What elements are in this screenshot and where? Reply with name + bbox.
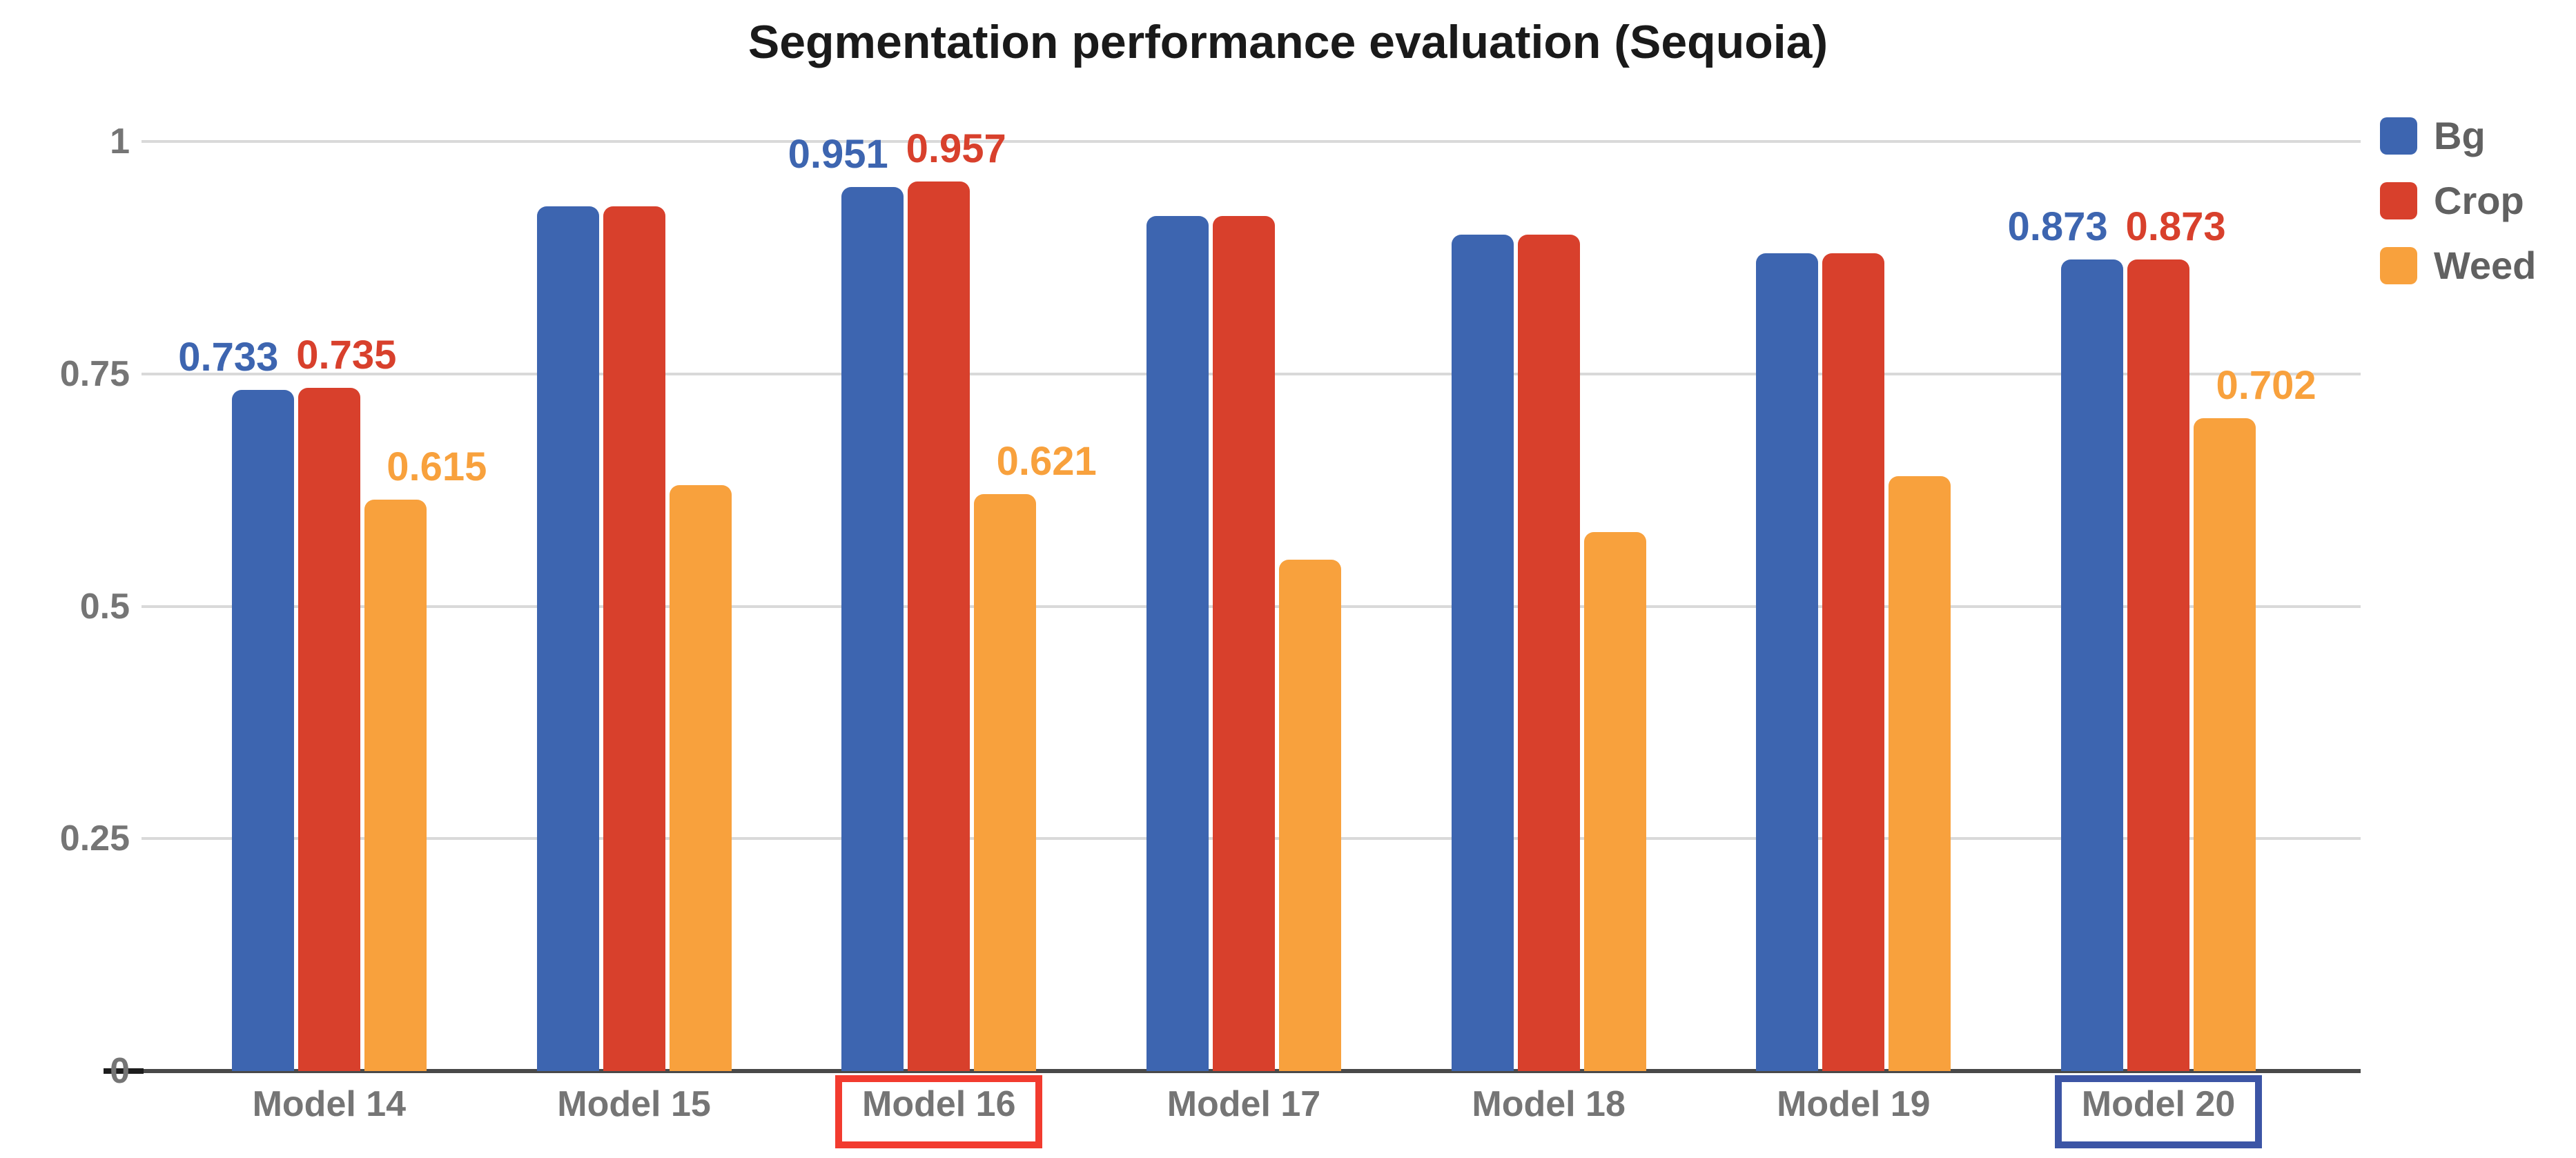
bar-value-label: 0.735 — [296, 332, 397, 377]
y-tick-label: 0.25 — [59, 818, 130, 859]
bar-model17-crop — [1212, 215, 1275, 1071]
legend-item-crop: Crop — [2380, 181, 2536, 221]
bar-value-label: 0.957 — [906, 126, 1006, 171]
x-axis-label: Model 16 — [862, 1084, 1016, 1124]
x-axis-label: Model 15 — [557, 1084, 711, 1124]
bar-value-label: 0.951 — [788, 132, 888, 177]
bar-model14-crop — [297, 387, 360, 1071]
bar-model14-weed — [364, 499, 427, 1071]
bar-model15-crop — [603, 206, 665, 1071]
bar-model20-crop — [2127, 259, 2190, 1071]
bar-value-label: 0.615 — [387, 444, 487, 489]
y-tick-label: 0 — [110, 1051, 130, 1091]
x-axis-zero-tick — [104, 1068, 144, 1074]
x-axis-label: Model 19 — [1777, 1084, 1931, 1124]
bar-model19-weed — [1889, 475, 1951, 1071]
bar-model16-crop — [908, 181, 970, 1071]
bar-model16-weed — [974, 493, 1037, 1071]
legend-label: Weed — [2434, 244, 2537, 287]
x-axis-label: Model 20 — [2081, 1084, 2236, 1124]
y-tick-label: 0.75 — [59, 353, 130, 394]
bar-model20-bg — [2061, 259, 2124, 1071]
legend-item-bg: Bg — [2380, 116, 2536, 156]
legend-swatch-weed — [2380, 247, 2417, 284]
legend-swatch-bg — [2380, 117, 2417, 155]
category-highlight-box — [2055, 1075, 2263, 1148]
legend-item-weed: Weed — [2380, 246, 2536, 286]
bar-value-label: 0.621 — [996, 438, 1097, 484]
legend-label: Crop — [2434, 179, 2524, 222]
x-axis-label: Model 14 — [252, 1084, 407, 1124]
bar-model17-weed — [1278, 560, 1341, 1071]
chart-title: Segmentation performance evaluation (Seq… — [748, 16, 1828, 68]
bar-model18-weed — [1583, 531, 1646, 1071]
bar-value-label: 0.733 — [178, 334, 279, 380]
bar-value-label: 0.873 — [2125, 204, 2226, 250]
x-axis-label: Model 18 — [1472, 1084, 1626, 1124]
legend-label: Bg — [2434, 114, 2486, 157]
legend: Bg Crop Weed — [2380, 116, 2536, 286]
legend-swatch-crop — [2380, 182, 2417, 219]
bar-value-label: 0.873 — [2007, 204, 2108, 250]
bar-model19-crop — [1822, 253, 1885, 1071]
bar-model20-weed — [2194, 418, 2256, 1071]
x-axis-label: Model 17 — [1167, 1084, 1321, 1124]
bar-model17-bg — [1146, 215, 1209, 1071]
gridline — [142, 140, 2361, 143]
bar-model15-bg — [536, 206, 599, 1071]
bar-model19-bg — [1756, 253, 1819, 1071]
bar-model14-bg — [231, 389, 294, 1071]
category-highlight-box — [835, 1075, 1043, 1148]
bar-model15-weed — [669, 485, 732, 1071]
y-tick-label: 0.5 — [79, 586, 130, 627]
bar-value-label: 0.702 — [2216, 363, 2316, 409]
bar-model18-crop — [1517, 234, 1580, 1071]
x-axis-line — [142, 1069, 2361, 1073]
y-tick-label: 1 — [110, 121, 130, 161]
bar-model16-bg — [841, 187, 904, 1071]
bar-model18-bg — [1451, 234, 1514, 1071]
